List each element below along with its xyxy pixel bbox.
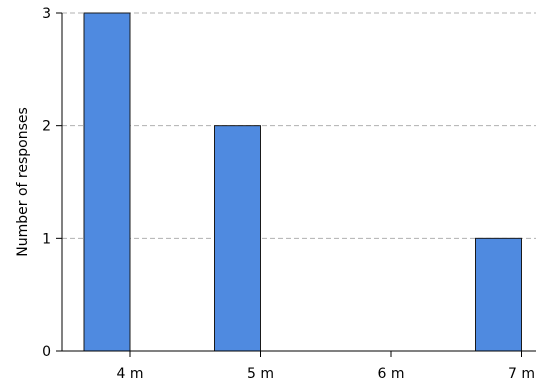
y-tick-label: 0 [42, 344, 51, 360]
x-tick-label: 4 m [117, 366, 144, 382]
bar-4m [83, 12, 131, 352]
y-ticks: 0 1 2 3 [42, 6, 62, 360]
bar-5m [214, 125, 261, 352]
y-axis-label: Number of responses [15, 107, 31, 257]
y-tick-label: 1 [42, 231, 51, 247]
x-tick-label: 5 m [247, 366, 274, 382]
y-tick-label: 2 [42, 119, 51, 135]
x-ticks: 4 m 5 m 6 m 7 m [117, 351, 535, 382]
y-tick-label: 3 [42, 6, 51, 22]
bar-7m [475, 237, 522, 352]
x-tick-label: 6 m [378, 366, 405, 382]
bars [83, 12, 522, 352]
gridlines [62, 12, 536, 239]
x-tick-label: 7 m [508, 366, 535, 382]
